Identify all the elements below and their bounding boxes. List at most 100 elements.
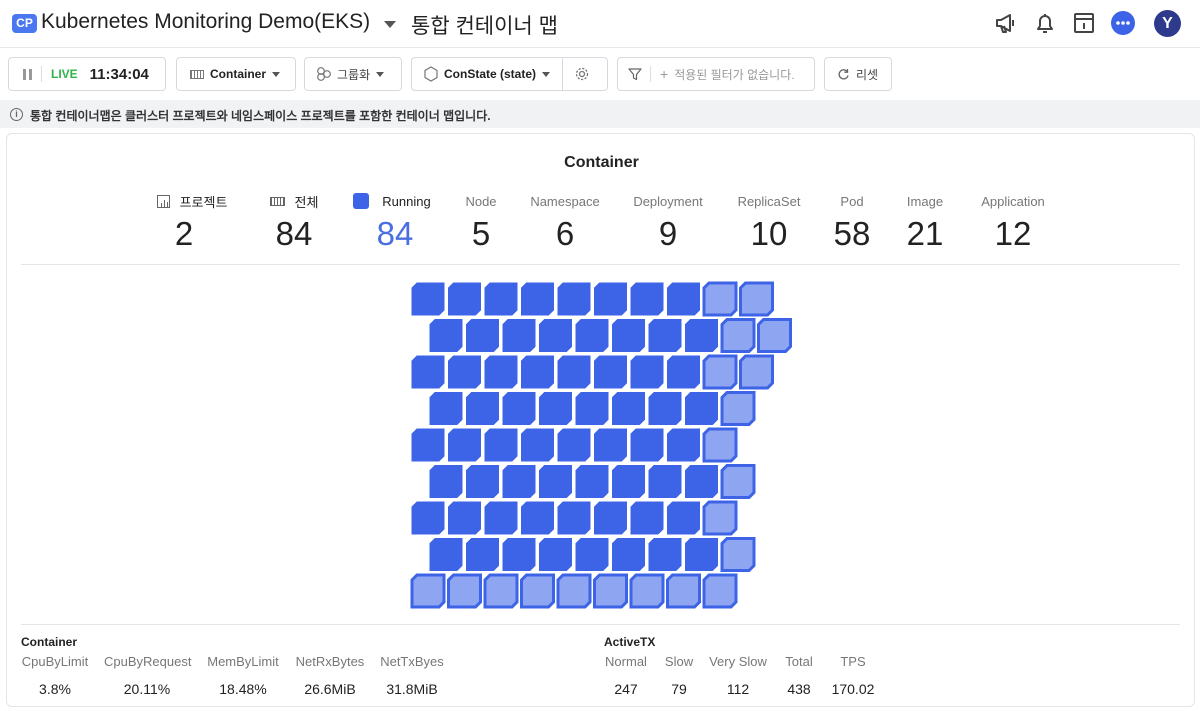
container-cell[interactable] <box>630 355 664 389</box>
container-cell[interactable] <box>739 281 774 317</box>
gear-icon[interactable] <box>574 66 590 82</box>
container-cell[interactable] <box>667 355 700 389</box>
container-cell[interactable] <box>520 573 555 609</box>
container-cell[interactable] <box>448 355 481 389</box>
container-cell[interactable] <box>594 355 627 389</box>
document-icon[interactable] <box>1071 10 1097 36</box>
container-cell[interactable] <box>720 318 756 353</box>
container-cell[interactable] <box>411 282 445 316</box>
container-cell[interactable] <box>521 282 554 316</box>
container-cell[interactable] <box>557 355 591 389</box>
container-cell[interactable] <box>594 282 627 316</box>
container-cell[interactable] <box>685 319 718 352</box>
container-cell[interactable] <box>411 355 445 389</box>
container-cell[interactable] <box>739 354 774 390</box>
container-cell[interactable] <box>648 319 682 352</box>
container-cell[interactable] <box>685 392 718 425</box>
container-cell[interactable] <box>594 428 627 462</box>
stat-node[interactable]: Node 5 <box>451 192 511 252</box>
container-select[interactable]: Container <box>176 57 296 91</box>
container-cell[interactable] <box>410 573 446 609</box>
stat-deployment[interactable]: Deployment 9 <box>627 192 709 252</box>
container-map[interactable] <box>7 134 1196 614</box>
container-cell[interactable] <box>448 282 481 316</box>
container-cell[interactable] <box>720 391 756 426</box>
container-cell[interactable] <box>539 465 572 498</box>
pause-icon[interactable] <box>23 68 32 80</box>
container-cell[interactable] <box>447 573 482 609</box>
container-cell[interactable] <box>539 392 572 425</box>
container-cell[interactable] <box>466 465 499 498</box>
container-cell[interactable] <box>648 392 682 425</box>
container-cell[interactable] <box>630 282 664 316</box>
container-cell[interactable] <box>429 465 463 498</box>
project-selector[interactable]: Kubernetes Monitoring Demo(EKS) <box>41 10 371 33</box>
container-cell[interactable] <box>484 355 518 389</box>
container-cell[interactable] <box>667 282 700 316</box>
container-cell[interactable] <box>448 501 481 535</box>
container-cell[interactable] <box>720 464 756 499</box>
container-cell[interactable] <box>502 392 536 425</box>
container-cell[interactable] <box>702 573 738 609</box>
container-cell[interactable] <box>557 428 591 462</box>
container-cell[interactable] <box>575 319 609 352</box>
chat-icon[interactable] <box>1110 10 1136 36</box>
megaphone-icon[interactable] <box>993 10 1019 36</box>
container-cell[interactable] <box>484 428 518 462</box>
stat-running[interactable]: Running 84 <box>347 192 437 252</box>
container-cell[interactable] <box>702 500 738 536</box>
filter-input[interactable]: + 적용된 필터가 없습니다. <box>617 57 815 91</box>
container-cell[interactable] <box>757 318 792 353</box>
container-cell[interactable] <box>666 573 701 609</box>
container-cell[interactable] <box>521 355 554 389</box>
container-cell[interactable] <box>575 538 609 571</box>
container-cell[interactable] <box>557 282 591 316</box>
container-cell[interactable] <box>521 428 554 462</box>
container-cell[interactable] <box>648 465 682 498</box>
container-cell[interactable] <box>484 282 518 316</box>
stat-project[interactable]: 프로젝트 2 <box>147 192 237 252</box>
container-cell[interactable] <box>575 392 609 425</box>
stat-replicaset[interactable]: ReplicaSet 10 <box>729 192 809 252</box>
container-cell[interactable] <box>502 538 536 571</box>
container-cell[interactable] <box>539 538 572 571</box>
container-cell[interactable] <box>630 428 664 462</box>
reset-button[interactable]: 리셋 <box>824 57 892 91</box>
container-cell[interactable] <box>720 537 756 572</box>
chevron-down-icon[interactable] <box>384 21 396 28</box>
container-cell[interactable] <box>630 501 664 535</box>
container-cell[interactable] <box>556 573 592 609</box>
container-cell[interactable] <box>575 465 609 498</box>
container-cell[interactable] <box>667 501 700 535</box>
container-cell[interactable] <box>612 319 645 352</box>
container-cell[interactable] <box>502 319 536 352</box>
stat-total[interactable]: 전체 84 <box>254 192 334 252</box>
container-cell[interactable] <box>557 501 591 535</box>
container-cell[interactable] <box>502 465 536 498</box>
bell-icon[interactable] <box>1032 10 1058 36</box>
group-button[interactable]: 그룹화 <box>304 57 402 91</box>
container-cell[interactable] <box>702 427 738 463</box>
container-cell[interactable] <box>411 428 445 462</box>
user-avatar[interactable]: Y <box>1154 10 1181 37</box>
container-cell[interactable] <box>466 319 499 352</box>
container-cell[interactable] <box>466 392 499 425</box>
container-cell[interactable] <box>612 392 645 425</box>
container-cell[interactable] <box>594 501 627 535</box>
container-cell[interactable] <box>702 354 738 390</box>
container-cell[interactable] <box>612 465 645 498</box>
container-cell[interactable] <box>448 428 481 462</box>
container-cell[interactable] <box>667 428 700 462</box>
container-cell[interactable] <box>685 538 718 571</box>
container-cell[interactable] <box>629 573 665 609</box>
container-cell[interactable] <box>429 319 463 352</box>
container-cell[interactable] <box>521 501 554 535</box>
container-cell[interactable] <box>466 538 499 571</box>
stat-namespace[interactable]: Namespace 6 <box>524 192 606 252</box>
container-cell[interactable] <box>612 538 645 571</box>
container-cell[interactable] <box>483 573 519 609</box>
container-cell[interactable] <box>429 392 463 425</box>
container-cell[interactable] <box>539 319 572 352</box>
state-select[interactable]: ConState (state) <box>411 57 608 91</box>
container-cell[interactable] <box>685 465 718 498</box>
